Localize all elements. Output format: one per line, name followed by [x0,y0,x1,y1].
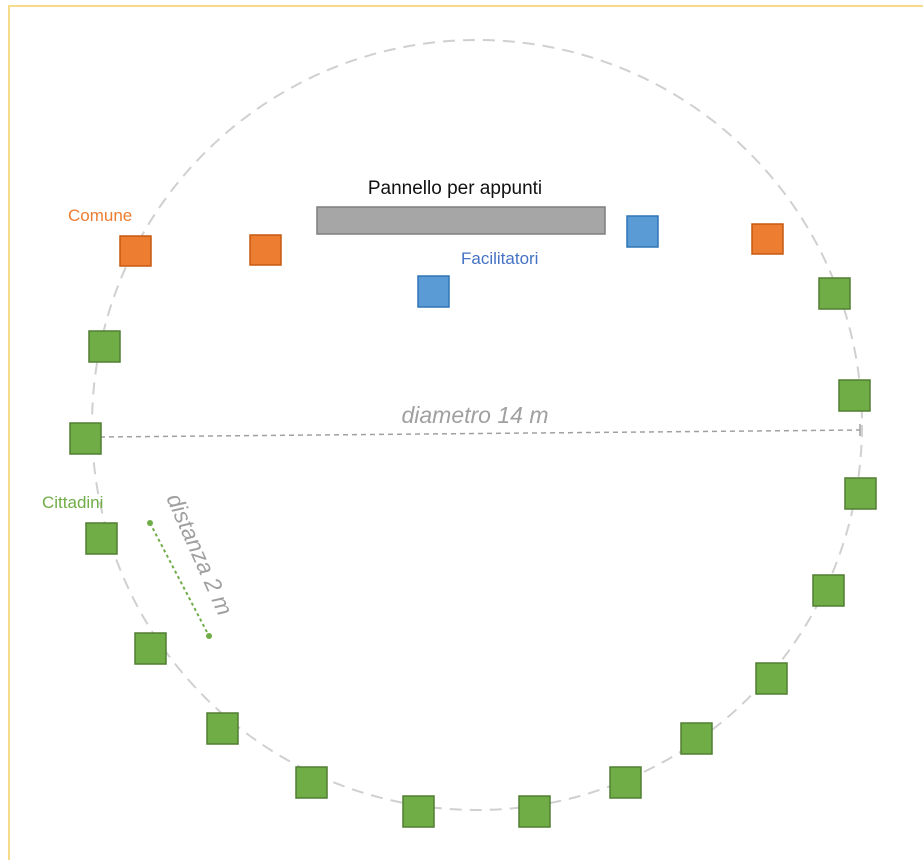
distance-endpoint [147,520,153,526]
municipality-seat [751,223,784,255]
citizen-seat [818,277,851,310]
citizens-label: Cittadini [42,493,103,512]
citizen-seat [838,379,871,412]
citizen-seat [206,712,239,745]
citizen-seat [609,766,642,799]
municipality-seat [249,234,282,266]
distance-label: distanza 2 m [161,489,238,619]
municipality-seat [119,235,152,267]
citizen-seat [755,662,788,695]
diameter-line [99,429,861,438]
distance-endpoint [206,633,212,639]
citizen-seat [680,722,713,755]
board [316,206,606,235]
citizen-seat [844,477,877,510]
citizen-seat [88,330,121,363]
board-label: Pannello per appunti [368,178,542,199]
citizen-seat [295,766,328,799]
citizen-seats [69,277,877,828]
diameter-label: diametro 14 m [401,402,548,428]
diagram-frame [8,5,923,860]
citizen-seat [134,632,167,665]
facilitator-seat [417,275,450,308]
facilitator-seat [626,215,659,248]
citizen-seat [402,795,435,828]
citizen-seat [69,422,102,455]
citizen-seat [812,574,845,607]
citizen-seat [518,795,551,828]
municipality-label: Comune [68,206,132,225]
facilitators-label: Facilitatori [461,249,538,268]
citizen-seat [85,522,118,555]
